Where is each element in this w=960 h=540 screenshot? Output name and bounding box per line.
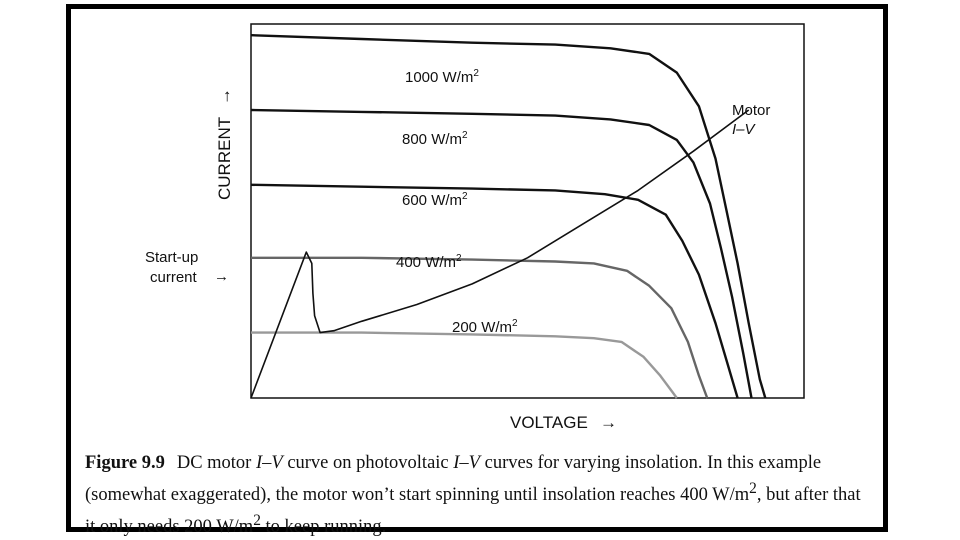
series-line-400-w-m2 — [251, 256, 709, 399]
curves-group — [250, 34, 767, 399]
series-line-1000-w-m2 — [250, 34, 767, 399]
y-axis-label-group: CURRENT → — [215, 88, 234, 200]
series-line-200-w-m2 — [251, 331, 678, 399]
x-axis-label: VOLTAGE — [510, 413, 588, 432]
plot-area — [250, 23, 805, 399]
caption-sup-2: 2 — [253, 512, 261, 530]
series-label-400: 400 W/m2 — [396, 253, 462, 271]
caption-text-4: , but after that it only needs 200 W/m — [85, 485, 861, 538]
caption-sup-1: 2 — [749, 480, 757, 497]
startup-arrow: → — [214, 268, 229, 285]
figure-caption: Figure 9.9 DC motor I–V curve on photovol… — [85, 450, 875, 540]
series-line-800-w-m2 — [250, 108, 753, 399]
startup-label-line2: current — [150, 269, 198, 286]
caption-iv-2: I–V — [453, 453, 480, 473]
motor-label: Motor — [732, 102, 770, 119]
y-axis-arrow: → — [215, 88, 234, 105]
caption-text-5: to keep running. — [260, 517, 387, 538]
caption-text-1: DC motor — [176, 453, 256, 473]
caption-text-3: curves for varying insolation. In this e… — [85, 453, 822, 506]
series-label-800: 800 W/m2 — [402, 130, 468, 148]
caption-text-2: curve on photovoltaic — [282, 453, 454, 473]
series-label-1000: 1000 W/m2 — [405, 68, 479, 86]
y-axis-label: CURRENT — [215, 117, 234, 200]
series-line-motor-i-v — [250, 109, 750, 399]
series-label-600: 600 W/m2 — [402, 191, 468, 209]
motor-iv-label: I–V — [732, 121, 757, 138]
caption-iv-1: I–V — [255, 453, 283, 473]
x-axis-arrow: → — [600, 413, 617, 432]
series-line-600-w-m2 — [250, 183, 739, 399]
startup-label-line1: Start-up — [145, 249, 198, 266]
series-label-200: 200 W/m2 — [452, 318, 518, 336]
caption-figure-number: Figure 9.9 — [85, 453, 165, 473]
figure-frame — [66, 4, 888, 532]
